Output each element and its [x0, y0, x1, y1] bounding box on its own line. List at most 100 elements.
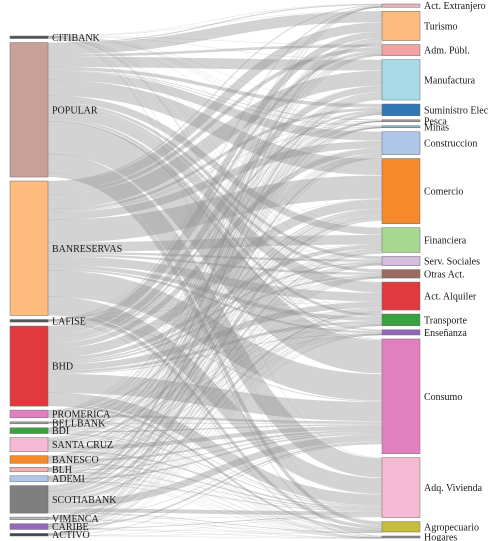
flow-banreservas-to-agropecuario: [47, 311, 383, 529]
flow-bhd-to-hogares: [47, 405, 383, 538]
flow-lafise-to-ensenanza: [47, 320, 383, 334]
flow-citibank-to-turismo: [47, 11, 383, 37]
flow-popular-to-minas: [47, 70, 383, 127]
target-label-otras-act: Otras Act.: [424, 269, 465, 280]
flow-santa-cruz-to-financiera: [47, 249, 383, 445]
flow-banesco-to-financiera: [47, 250, 383, 459]
flow-lafise-to-serv-sociales: [47, 261, 383, 321]
source-node-promerica: [9, 409, 49, 419]
flow-santa-cruz-to-transporte: [47, 324, 383, 446]
flow-banesco-to-adq-vivienda: [47, 461, 383, 511]
flow-ademi-to-turismo: [47, 40, 383, 477]
flow-bhd-to-suministro-elec: [47, 110, 383, 344]
flow-vimenca-to-adm-publ: [47, 55, 383, 518]
flow-bhd-to-turismo: [47, 31, 383, 333]
flow-bellbank-to-adq-vivienda: [47, 423, 383, 507]
flow-lafise-to-construccion: [47, 148, 383, 321]
flow-promerica-to-consumo: [47, 414, 383, 424]
flow-activo-to-comercio: [47, 220, 383, 535]
flow-blh-to-construccion: [47, 155, 383, 469]
flow-bellbank-to-otras-act: [47, 276, 383, 423]
flow-bhd-to-adq-vivienda: [47, 392, 383, 506]
target-node-ensenanza: [381, 329, 421, 336]
flow-vimenca-to-agropecuario: [47, 519, 383, 533]
flow-activo-to-turismo: [47, 43, 383, 534]
flow-banreservas-to-consumo: [47, 270, 383, 401]
target-nodes: Act. Extranjero Turismo Adm. Públ. Manufact…: [381, 1, 489, 541]
flow-banreservas-to-manufactura: [47, 70, 383, 210]
flow-bdi-to-adm-publ: [47, 53, 383, 429]
flow-caribe-to-ensenanza: [47, 334, 383, 528]
flow-popular-to-act-alquiler: [47, 107, 383, 293]
flow-scotiabank-to-agropecuario: [47, 512, 383, 533]
flow-banesco-to-serv-sociales: [47, 263, 383, 460]
flow-promerica-to-serv-sociales: [47, 263, 383, 414]
flow-citibank-to-serv-sociales: [47, 36, 383, 257]
flow-activo-to-construccion: [47, 158, 383, 535]
flow-scotiabank-to-act-alquiler: [47, 310, 383, 501]
source-label-banesco: BANESCO: [52, 455, 99, 466]
flow-scotiabank-to-consumo: [47, 434, 383, 509]
flow-ademi-to-financiera: [47, 251, 383, 479]
flow-vimenca-to-comercio: [47, 219, 383, 519]
flow-caribe-to-comercio: [47, 219, 383, 526]
flow-bhd-to-otras-act: [47, 275, 383, 365]
flow-ademi-to-pesca: [47, 121, 383, 478]
flow-banreservas-to-hogares: [47, 314, 383, 538]
flow-lafise-to-turismo: [47, 31, 383, 320]
flow-santa-cruz-to-construccion: [47, 154, 383, 442]
flow-citibank-to-agropecuario: [47, 38, 383, 522]
flow-banreservas-to-suministro-elec: [47, 107, 383, 212]
flow-scotiabank-to-turismo: [47, 41, 383, 488]
source-node-vimenca: [9, 516, 49, 520]
flow-santa-cruz-to-turismo: [47, 39, 383, 439]
flow-bhd-to-consumo: [47, 373, 383, 422]
target-node-adq-vivienda: [381, 457, 421, 518]
flow-ademi-to-minas: [47, 127, 383, 478]
flow-santa-cruz-to-otras-act: [47, 276, 383, 445]
source-label-bhd: BHD: [52, 362, 73, 373]
flow-citibank-to-comercio: [47, 36, 383, 159]
target-node-act-alquiler: [381, 281, 421, 311]
flow-ademi-to-ensenanza: [47, 334, 383, 480]
target-node-minas: [381, 125, 421, 129]
flow-banreservas-to-turismo: [47, 22, 383, 191]
flow-bhd-to-act-extranjero: [47, 6, 383, 327]
flow-bdi-to-turismo: [47, 38, 383, 429]
target-node-pesca: [381, 119, 421, 123]
flow-lafise-to-pesca: [47, 120, 383, 321]
source-node-santa-cruz: [9, 437, 49, 452]
flow-activo-to-financiera: [47, 253, 383, 535]
flow-promerica-to-minas: [47, 127, 383, 412]
flow-blh-to-comercio: [47, 214, 383, 470]
flow-scotiabank-to-serv-sociales: [47, 264, 383, 499]
flow-scotiabank-to-ensenanza: [47, 334, 383, 502]
flow-citibank-to-hogares: [47, 38, 383, 537]
flow-bellbank-to-transporte: [47, 323, 383, 424]
flow-promerica-to-adq-vivienda: [47, 416, 383, 507]
target-label-ensenanza: Enseñanza: [424, 328, 467, 339]
flow-caribe-to-manufactura: [47, 99, 383, 525]
flow-vimenca-to-consumo: [47, 441, 383, 520]
flow-popular-to-construccion: [47, 71, 383, 141]
flow-banesco-to-comercio: [47, 213, 383, 459]
flow-ademi-to-act-extranjero: [47, 6, 383, 477]
flow-bdi-to-minas: [47, 127, 383, 430]
flow-lafise-to-minas: [47, 126, 383, 321]
source-label-promerica: PROMERICA: [52, 409, 111, 420]
flow-vimenca-to-turismo: [47, 43, 383, 518]
target-label-act-extranjero: Act. Extranjero: [424, 1, 486, 12]
flow-bdi-to-financiera: [47, 249, 383, 431]
flow-bellbank-to-financiera: [47, 249, 383, 423]
source-node-bhd: [9, 325, 49, 407]
flow-citibank-to-adm-publ: [47, 35, 383, 45]
flow-vimenca-to-ensenanza: [47, 334, 383, 519]
flow-bdi-to-act-extranjero: [47, 6, 383, 428]
flow-promerica-to-otras-act: [47, 276, 383, 415]
target-label-suministro-elec: Suministro Elec: [424, 105, 489, 116]
flow-bhd-to-ensenanza: [47, 333, 383, 374]
flow-caribe-to-serv-sociales: [47, 264, 383, 527]
flow-popular-to-pesca: [47, 70, 383, 121]
flow-promerica-to-suministro-elec: [47, 112, 383, 412]
